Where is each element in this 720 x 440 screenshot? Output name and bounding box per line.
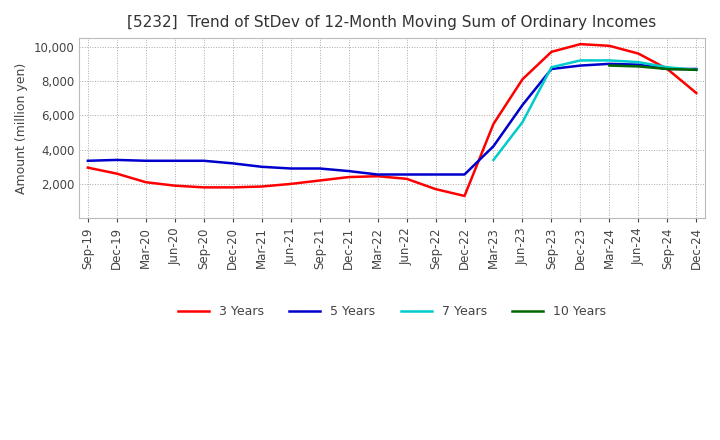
3 Years <box>489 121 498 127</box>
3 Years <box>112 171 121 176</box>
3 Years <box>547 49 556 55</box>
Line: 5 Years: 5 Years <box>88 64 696 175</box>
3 Years <box>634 51 643 56</box>
7 Years <box>547 65 556 70</box>
3 Years <box>692 90 701 95</box>
5 Years <box>489 143 498 149</box>
3 Years <box>576 41 585 47</box>
5 Years <box>142 158 150 163</box>
10 Years <box>663 66 672 72</box>
5 Years <box>373 172 382 177</box>
7 Years <box>663 65 672 70</box>
10 Years <box>605 63 613 68</box>
10 Years <box>692 67 701 73</box>
5 Years <box>199 158 208 163</box>
3 Years <box>605 43 613 48</box>
3 Years <box>663 66 672 72</box>
Line: 10 Years: 10 Years <box>609 66 696 70</box>
7 Years <box>634 59 643 65</box>
3 Years <box>287 181 295 187</box>
5 Years <box>287 166 295 171</box>
3 Years <box>460 193 469 198</box>
Line: 7 Years: 7 Years <box>493 60 696 160</box>
3 Years <box>199 185 208 190</box>
3 Years <box>84 165 92 170</box>
5 Years <box>257 164 266 169</box>
5 Years <box>518 103 527 108</box>
5 Years <box>315 166 324 171</box>
5 Years <box>171 158 179 163</box>
3 Years <box>431 187 440 192</box>
3 Years <box>171 183 179 188</box>
7 Years <box>576 58 585 63</box>
5 Years <box>228 161 237 166</box>
Legend: 3 Years, 5 Years, 7 Years, 10 Years: 3 Years, 5 Years, 7 Years, 10 Years <box>173 300 611 323</box>
5 Years <box>663 66 672 72</box>
5 Years <box>692 66 701 72</box>
3 Years <box>257 184 266 189</box>
3 Years <box>315 178 324 183</box>
5 Years <box>84 158 92 163</box>
Title: [5232]  Trend of StDev of 12-Month Moving Sum of Ordinary Incomes: [5232] Trend of StDev of 12-Month Moving… <box>127 15 657 30</box>
5 Years <box>547 66 556 72</box>
7 Years <box>605 58 613 63</box>
5 Years <box>460 172 469 177</box>
3 Years <box>373 174 382 179</box>
10 Years <box>634 64 643 69</box>
5 Years <box>344 169 353 174</box>
3 Years <box>228 185 237 190</box>
Y-axis label: Amount (million yen): Amount (million yen) <box>15 62 28 194</box>
7 Years <box>489 157 498 162</box>
7 Years <box>692 67 701 73</box>
7 Years <box>518 120 527 125</box>
5 Years <box>605 61 613 66</box>
3 Years <box>344 174 353 180</box>
5 Years <box>112 157 121 162</box>
5 Years <box>431 172 440 177</box>
Line: 3 Years: 3 Years <box>88 44 696 196</box>
5 Years <box>576 63 585 68</box>
3 Years <box>142 180 150 185</box>
3 Years <box>518 77 527 82</box>
5 Years <box>402 172 411 177</box>
3 Years <box>402 176 411 181</box>
5 Years <box>634 62 643 67</box>
